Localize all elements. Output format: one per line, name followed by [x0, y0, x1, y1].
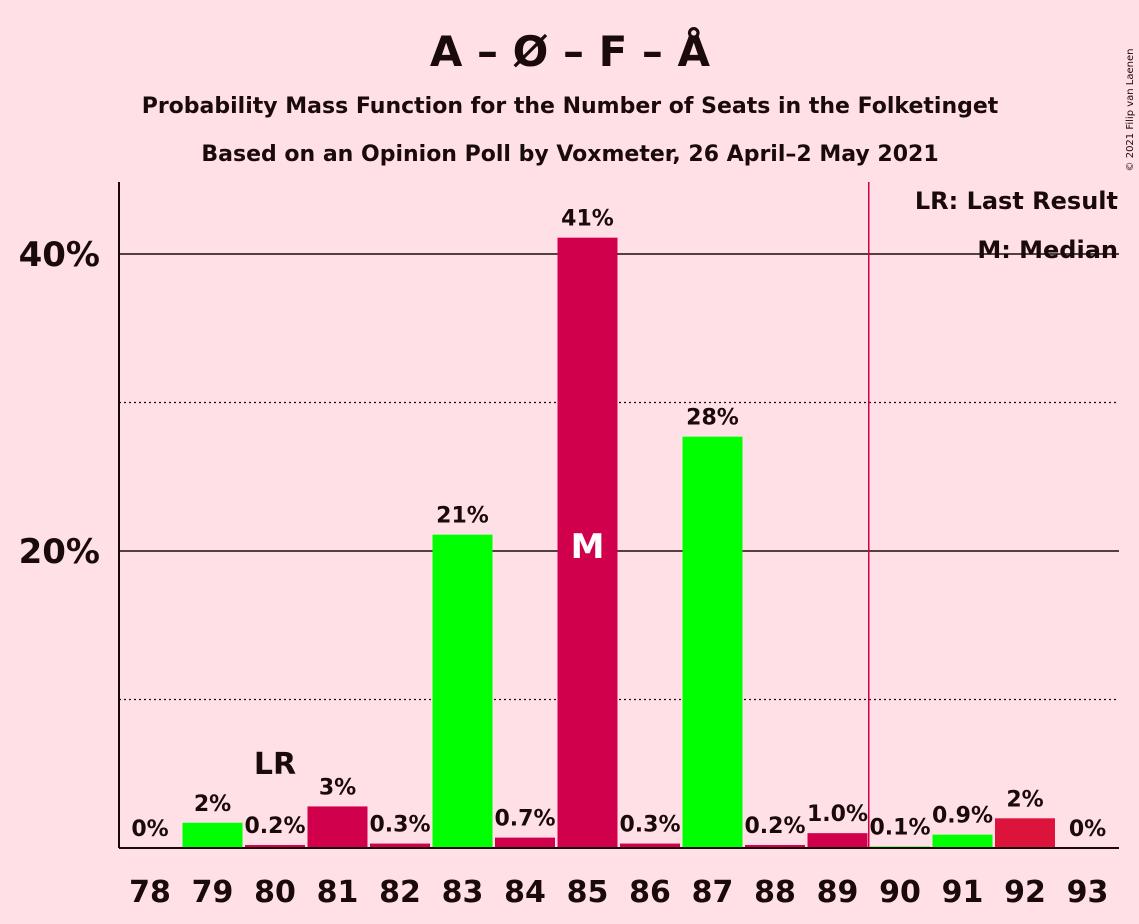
legend-median: M: Median [977, 236, 1118, 264]
median-marker: M [571, 527, 605, 567]
data-label-89: 1.0% [807, 802, 868, 827]
data-label-93: 0% [1069, 817, 1106, 842]
data-label-82: 0.3% [369, 813, 430, 838]
bar-87 [682, 436, 743, 848]
data-labels: 0%2%0.2%3%0.3%21%0.7%41%0.3%28%0.2% 1.0%0… [131, 207, 1106, 842]
x-tick-87: 87 [692, 875, 734, 910]
legend-last-result: LR: Last Result [915, 187, 1118, 215]
copyright-note: © 2021 Filip van Laenen [1125, 49, 1136, 172]
bar-85 [557, 237, 618, 849]
bar-84 [495, 837, 555, 848]
y-tick-label: 20% [19, 532, 100, 572]
bars [182, 237, 1055, 849]
bar-79 [182, 822, 243, 848]
bar-86 [620, 843, 680, 848]
x-tick-83: 83 [442, 875, 484, 910]
data-label-83: 21% [436, 504, 489, 529]
x-tick-89: 89 [817, 875, 859, 910]
bar-91 [932, 834, 993, 848]
y-tick-label: 40% [19, 235, 100, 275]
data-label-91: 0.9% [932, 804, 993, 829]
bar-81 [307, 806, 368, 848]
x-tick-88: 88 [754, 875, 796, 910]
x-tick-92: 92 [1004, 875, 1046, 910]
data-label-79: 2% [194, 792, 231, 817]
x-tick-80: 80 [254, 875, 296, 910]
x-tick-82: 82 [379, 875, 421, 910]
x-tick-93: 93 [1067, 875, 1109, 910]
x-tick-79: 79 [192, 875, 234, 910]
chart-subtitle-source: Based on an Opinion Poll by Voxmeter, 26… [201, 142, 938, 167]
x-tick-86: 86 [629, 875, 671, 910]
bar-80 [245, 845, 305, 848]
data-label-78: 0% [131, 817, 168, 842]
data-label-84: 0.7% [494, 807, 555, 832]
x-tick-78: 78 [129, 875, 171, 910]
x-tick-84: 84 [504, 875, 546, 910]
data-label-80: 0.2% [244, 814, 305, 839]
data-label-85: 41% [561, 207, 614, 232]
axes: 20% 40% 78 79 80 81 82 83 84 85 86 87 88 89 90 91 92 93 [19, 182, 1119, 910]
x-tick-81: 81 [317, 875, 359, 910]
chart-title: A – Ø – F – Å [430, 26, 711, 76]
gridlines [119, 253, 1119, 701]
bar-92 [995, 818, 1055, 848]
last-result-marker: LR [254, 747, 296, 782]
data-label-88: 0.2% [744, 814, 805, 839]
data-label-87: 28% [686, 406, 739, 431]
data-label-92: 2% [1006, 787, 1043, 812]
x-tick-91: 91 [942, 875, 984, 910]
chart-subtitle: Probability Mass Function for the Number… [142, 94, 999, 119]
data-label-90: 0.1% [869, 816, 930, 841]
bar-82 [370, 843, 430, 848]
data-label-81: 3% [319, 775, 356, 800]
bar-89 [807, 833, 868, 848]
x-tick-90: 90 [879, 875, 921, 910]
data-label-86: 0.3% [619, 813, 680, 838]
x-tick-85: 85 [567, 875, 609, 910]
bar-83 [432, 534, 493, 848]
bar-88 [745, 845, 805, 848]
